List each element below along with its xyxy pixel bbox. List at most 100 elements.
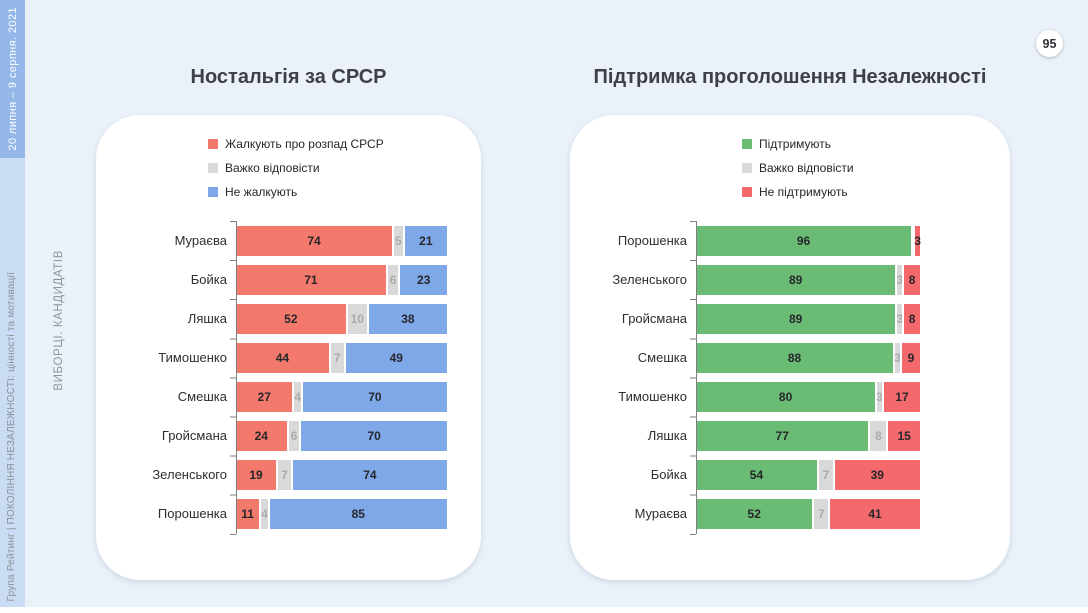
stacked-bar: 54 7 39: [696, 459, 920, 490]
bar-row: Зеленського 89 3 8: [570, 260, 1010, 299]
bar-segment-undecided: 8: [868, 420, 887, 451]
bar-segment-regret: 71: [236, 264, 386, 295]
category-label: Гройсмана: [621, 311, 687, 326]
legend: Жалкують про розпад СРСР Важко відповіст…: [208, 137, 384, 199]
bar-segment-undecided: 3: [895, 264, 903, 295]
bar-segment-no-support: 15: [886, 420, 920, 451]
bar-segment-no-support: 39: [832, 459, 920, 490]
bar-row: Бойка 54 7 39: [570, 455, 1010, 494]
chart-title: Підтримка проголошення Незалежності: [593, 66, 987, 88]
bar-row: Гройсмана 24 6 70: [96, 416, 481, 455]
legend-item: Важко відповісти: [208, 161, 384, 175]
bar-segment-no-support: 3: [913, 225, 921, 256]
bar-segment-support: 54: [696, 459, 817, 490]
bar-segment-support: 88: [696, 342, 894, 373]
bar-segment-undecided: 6: [385, 264, 399, 295]
report-title-label: Група Рейтинг | ПОКОЛІННЯ НЕЗАЛЕЖНОСТІ: …: [6, 271, 17, 601]
bar-segment-no-support: 8: [902, 264, 920, 295]
bar-segment-no-support: 8: [902, 303, 920, 334]
legend-label: Підтримують: [759, 137, 832, 151]
bar-row: Зеленського 19 7 74: [96, 455, 481, 494]
stacked-bar: 44 7 49: [236, 342, 447, 373]
bar-segment-undecided: 3: [895, 303, 903, 334]
category-label: Зеленського: [152, 467, 227, 482]
stacked-bar: 77 8 15: [696, 420, 920, 451]
bar-segment-undecided: 4: [292, 381, 301, 412]
legend-label: Важко відповісти: [225, 161, 320, 175]
bar-row: Гройсмана 89 3 8: [570, 299, 1010, 338]
chart-nostalgia: Ностальгія за СРСР Жалкують про розпад С…: [96, 66, 481, 580]
plot-area: Порошенка 96 3 Зеленського 89 3 8: [570, 221, 1010, 535]
bar-row: Тимошенко 80 3 17: [570, 377, 1010, 416]
sidebar-footer-strip: Група Рейтинг | ПОКОЛІННЯ НЕЗАЛЕЖНОСТІ: …: [0, 158, 25, 613]
category-label: Мураєва: [174, 233, 227, 248]
bar-segment-support: 52: [696, 498, 813, 529]
bar-segment-regret: 27: [236, 381, 293, 412]
category-label: Порошенка: [617, 233, 687, 248]
bar-segment-undecided: [911, 225, 914, 256]
category-label: Ляшка: [647, 428, 687, 443]
bar-row: Порошенка 96 3: [570, 221, 1010, 260]
bar-segment-no-regret: 23: [398, 264, 447, 295]
bar-row: Порошенка 11 4 85: [96, 494, 481, 533]
bar-segment-no-regret: 49: [343, 342, 447, 373]
category-label: Бойка: [650, 467, 687, 482]
legend-item: Не жалкують: [208, 185, 384, 199]
stacked-bar: 80 3 17: [696, 381, 920, 412]
bar-segment-no-regret: 38: [366, 303, 447, 334]
bar-row: Ляшка 77 8 15: [570, 416, 1010, 455]
bar-segment-regret: 52: [236, 303, 346, 334]
stacked-bar: 27 4 70: [236, 381, 447, 412]
bar-segment-no-support: 17: [881, 381, 920, 412]
bar-segment-regret: 74: [236, 225, 393, 256]
legend-item: Підтримують: [742, 137, 854, 151]
category-label: Порошенка: [157, 506, 227, 521]
legend-swatch-undecided: [742, 163, 752, 173]
bar-segment-undecided: 7: [276, 459, 291, 490]
legend-swatch-undecided: [208, 163, 218, 173]
legend-label: Не жалкують: [225, 185, 298, 199]
category-label: Смешка: [637, 350, 687, 365]
bar-segment-no-regret: 74: [290, 459, 447, 490]
chart-title: Ностальгія за СРСР: [190, 66, 387, 88]
legend-item: Жалкують про розпад СРСР: [208, 137, 384, 151]
stacked-bar: 96 3: [696, 225, 921, 256]
legend-swatch-no-regret: [208, 187, 218, 197]
bar-row: Бойка 71 6 23: [96, 260, 481, 299]
category-label: Мураєва: [634, 506, 687, 521]
legend-label: Важко відповісти: [759, 161, 854, 175]
bar-segment-undecided: 7: [812, 498, 829, 529]
bar-segment-undecided: 7: [328, 342, 344, 373]
bar-segment-undecided: 3: [893, 342, 901, 373]
bar-segment-support: 89: [696, 264, 896, 295]
bar-segment-no-support: 9: [899, 342, 920, 373]
bar-segment-regret: 11: [236, 498, 260, 529]
category-label: Гройсмана: [161, 428, 227, 443]
bar-segment-support: 89: [696, 303, 896, 334]
date-range-label: 20 липня – 9 серпня. 2021: [6, 7, 19, 151]
bar-segment-no-support: 41: [828, 498, 920, 529]
bar-segment-undecided: 6: [286, 420, 300, 451]
chart-card: Жалкують про розпад СРСР Важко відповіст…: [96, 115, 481, 580]
stacked-bar: 71 6 23: [236, 264, 447, 295]
bar-segment-support: 77: [696, 420, 869, 451]
legend-swatch-support: [742, 139, 752, 149]
category-label: Тимошенко: [618, 389, 687, 404]
category-label: Бойка: [190, 272, 227, 287]
stacked-bar: 89 3 8: [696, 264, 920, 295]
category-label: Ляшка: [187, 311, 227, 326]
bar-segment-undecided: 10: [345, 303, 367, 334]
page-number-badge: 95: [1036, 30, 1063, 57]
bar-segment-undecided: 3: [875, 381, 883, 412]
slide-bottom-edge: [0, 607, 1088, 613]
legend-label: Жалкують про розпад СРСР: [225, 137, 384, 151]
section-label: ВИБОРЦІ. КАНДИДАТІВ: [53, 250, 65, 391]
stacked-bar: 52 10 38: [236, 303, 447, 334]
page-number: 95: [1042, 36, 1057, 51]
bar-segment-no-regret: 85: [267, 498, 447, 529]
legend-item: Не підтримують: [742, 185, 854, 199]
plot-area: Мураєва 74 5 21 Бойка 71 6 23: [96, 221, 481, 535]
bar-segment-support: 96: [696, 225, 912, 256]
bar-row: Ляшка 52 10 38: [96, 299, 481, 338]
bar-segment-no-regret: 21: [402, 225, 447, 256]
